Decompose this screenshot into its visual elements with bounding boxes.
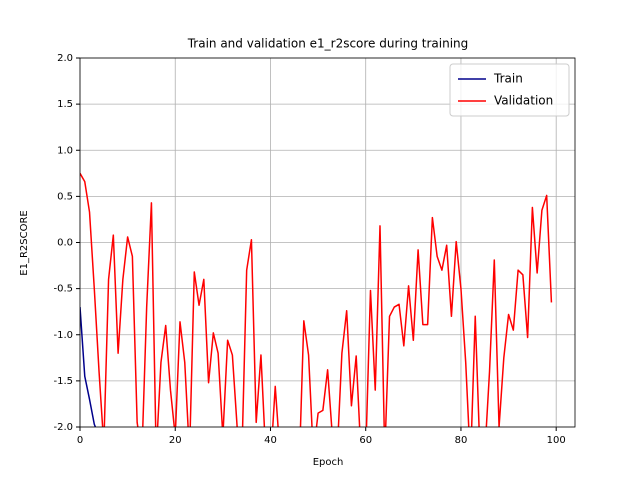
y-tick-label: 0.5 bbox=[57, 191, 73, 202]
y-tick-label: -1.5 bbox=[53, 376, 73, 387]
y-tick-label: 1.5 bbox=[57, 99, 73, 110]
legend-label: Validation bbox=[494, 94, 553, 108]
x-axis-label: Epoch bbox=[313, 457, 344, 468]
y-tick-label: -1.0 bbox=[53, 330, 73, 341]
axes-frame bbox=[79, 57, 576, 428]
series-line bbox=[80, 172, 553, 427]
x-tick-label: 40 bbox=[264, 435, 277, 446]
y-tick-label: -0.5 bbox=[53, 284, 73, 295]
x-tick-label: 100 bbox=[547, 435, 566, 446]
x-tick-label: 20 bbox=[169, 435, 182, 446]
y-axis-label: E1_R2SCORE bbox=[19, 210, 30, 275]
y-tick-label: -2.0 bbox=[53, 422, 73, 433]
legend-label: Train bbox=[493, 72, 523, 86]
series-line bbox=[80, 307, 97, 427]
y-tick-label: 0.0 bbox=[57, 238, 73, 249]
chart-title: Train and validation e1_r2score during t… bbox=[187, 37, 469, 51]
plot-area bbox=[80, 172, 553, 427]
legend-box bbox=[449, 63, 570, 117]
x-tick-label: 0 bbox=[77, 435, 83, 446]
x-tick-label: 60 bbox=[359, 435, 372, 446]
y-tick-label: 2.0 bbox=[57, 53, 73, 64]
y-tick-label: 1.0 bbox=[57, 145, 73, 156]
x-tick-label: 80 bbox=[455, 435, 468, 446]
